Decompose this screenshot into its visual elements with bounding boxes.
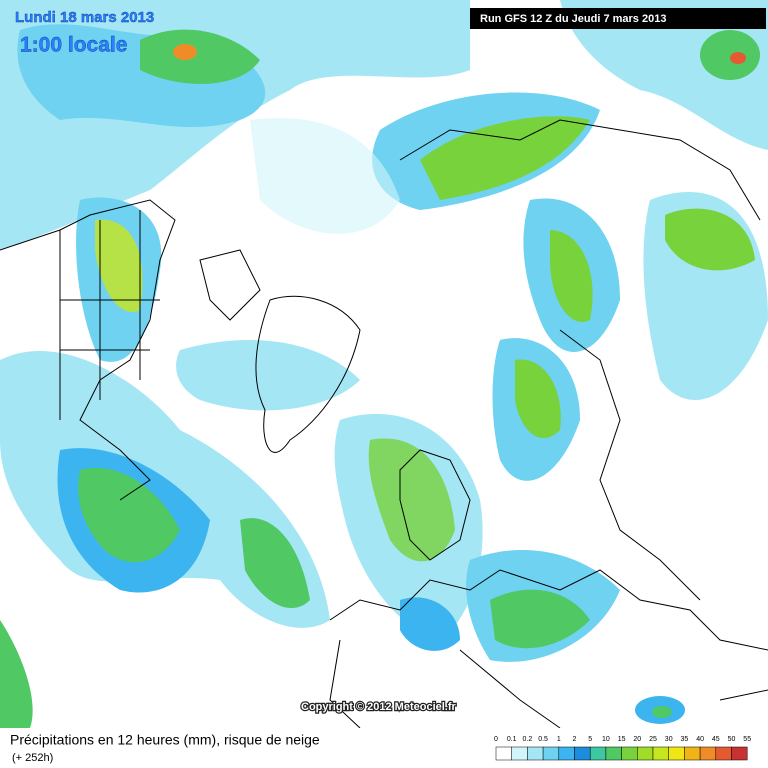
copyright: Copyright © 2012 Meteociel.fr — [301, 701, 457, 713]
legend-swatch — [668, 746, 685, 761]
legend-label: 0 — [494, 736, 498, 743]
legend-swatch — [542, 746, 560, 761]
legend-swatch — [637, 746, 654, 761]
legend-label: 50 — [728, 736, 736, 743]
date-label: Lundi 18 mars 2013 — [15, 9, 154, 26]
legend-label: 1 — [557, 736, 561, 743]
coastlines — [0, 119, 768, 729]
legend-label: 30 — [665, 736, 673, 743]
legend-swatch — [511, 746, 528, 761]
legend-swatch — [731, 746, 748, 761]
legend-label: 55 — [743, 736, 751, 743]
legend-label: 2 — [573, 736, 577, 743]
legend-label: 45 — [712, 736, 720, 743]
legend-swatch — [527, 746, 544, 761]
legend-swatch — [652, 746, 669, 761]
legend-swatch — [574, 746, 591, 761]
legend-label: 0.1 — [507, 736, 517, 743]
legend-label: 10 — [602, 736, 610, 743]
legend-label: 5 — [588, 736, 592, 743]
run-box — [470, 8, 766, 29]
legend-label: 0.5 — [538, 736, 548, 743]
legend-swatch — [558, 746, 575, 761]
legend-label: 15 — [618, 736, 626, 743]
legend-label: 0.2 — [523, 736, 533, 743]
legend-swatch — [699, 746, 717, 761]
time-label: 1:00 locale — [20, 34, 127, 57]
legend-label: 35 — [681, 736, 689, 743]
legend-swatch — [684, 746, 701, 761]
legend-label: 20 — [633, 736, 641, 743]
footer-lead: (+ 252h) — [12, 752, 53, 764]
legend-swatch — [605, 746, 622, 761]
legend-swatch — [495, 746, 512, 761]
legend-swatch — [621, 746, 638, 761]
run-label: Run GFS 12 Z du Jeudi 7 mars 2013 — [480, 13, 666, 25]
footer-title: Précipitations en 12 heures (mm), risque… — [10, 732, 320, 748]
legend-swatch — [589, 746, 607, 761]
legend-swatch — [715, 746, 732, 761]
legend-label: 40 — [696, 736, 704, 743]
legend: 0 0.1 0.2 0.5 1 2 5 10 15 20 25 30 35 40 45 50 55 — [494, 736, 751, 761]
legend-label: 25 — [649, 736, 657, 743]
